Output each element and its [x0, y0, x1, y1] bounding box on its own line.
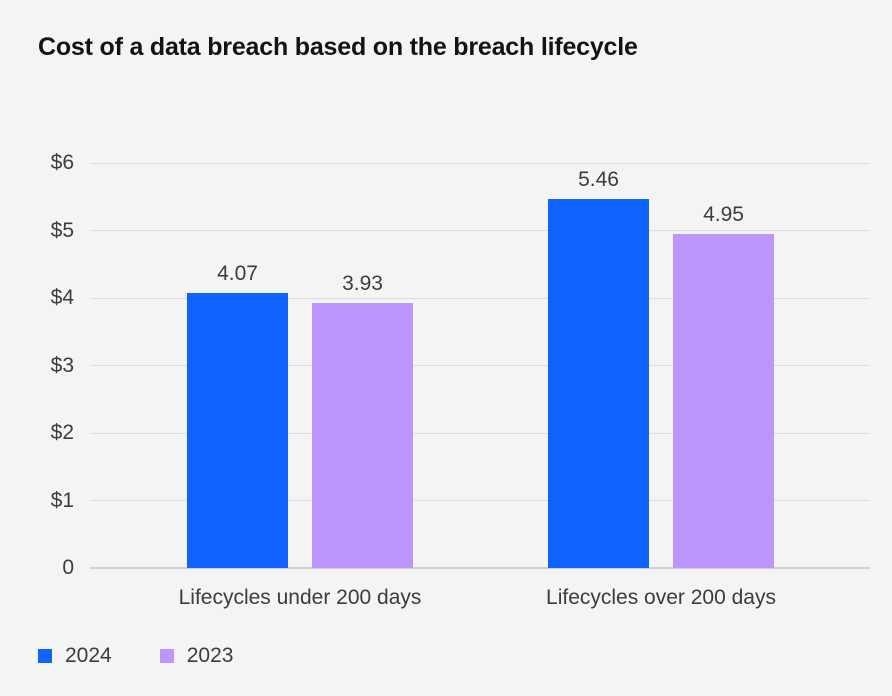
gridline-5	[90, 230, 870, 231]
bar-2023-under-200-days	[312, 302, 413, 568]
gridline-0	[90, 567, 870, 569]
legend-swatch-icon	[159, 648, 174, 663]
gridline-2	[90, 432, 870, 434]
bar-2023-over-200-days	[673, 233, 774, 568]
legend-label: 2023	[186, 644, 234, 667]
x-axis-category-label: Lifecycles over 200 days	[546, 586, 776, 609]
bar-value-label: 4.95	[703, 202, 744, 226]
chart-title: Cost of a data breach based on the breac…	[38, 33, 638, 61]
bar-2024-over-200-days	[548, 199, 649, 568]
y-axis-tick-label: $3	[50, 353, 74, 377]
bar-2024-under-200-days	[187, 293, 288, 568]
y-axis-tick-label: $5	[50, 218, 74, 242]
gridline-1	[90, 500, 870, 501]
legend-item-2023: 2023	[159, 642, 234, 669]
legend-label: 2024	[65, 644, 112, 667]
y-axis-tick-label: 0	[62, 556, 74, 579]
gridline-3	[90, 365, 870, 366]
gridline-4	[90, 297, 870, 299]
chart-legend: 2024 2023	[38, 642, 233, 669]
legend-item-2024: 2024	[38, 642, 112, 669]
legend-swatch-icon	[38, 648, 52, 663]
y-axis-tick-label: $6	[50, 151, 74, 174]
bar-value-label: 4.07	[217, 262, 258, 286]
y-axis-tick-label: $2	[50, 421, 74, 444]
bar-value-label: 3.93	[342, 271, 383, 295]
bar-value-label: 5.46	[578, 168, 619, 192]
y-axis-tick-label: $1	[50, 488, 74, 512]
gridline-6	[90, 162, 870, 164]
x-axis-category-label: Lifecycles under 200 days	[178, 586, 422, 609]
y-axis-tick-label: $4	[50, 286, 74, 309]
